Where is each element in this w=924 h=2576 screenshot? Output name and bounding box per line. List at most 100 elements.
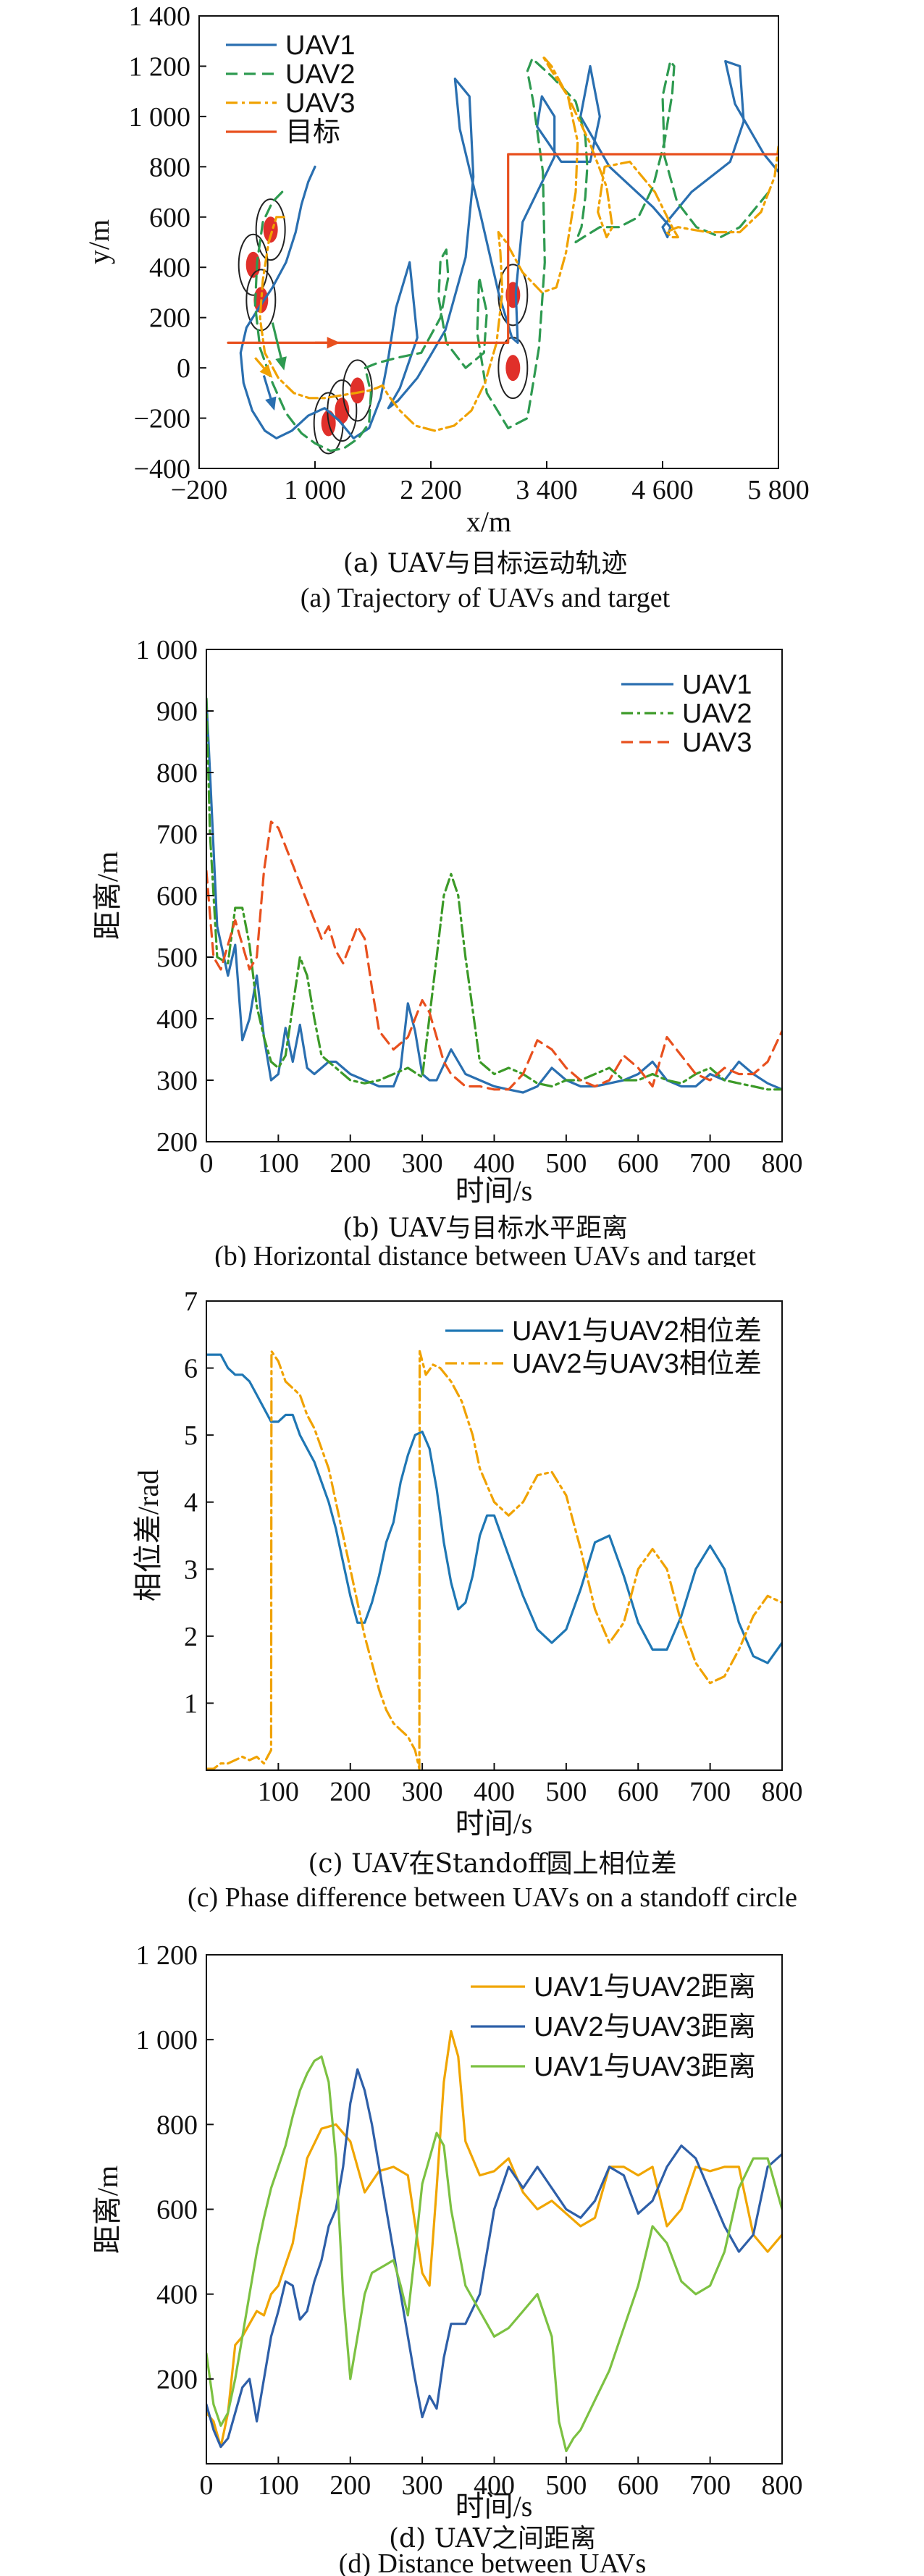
- y-tick-label: 800: [156, 2110, 198, 2140]
- series-line-1: [206, 1353, 782, 1664]
- y-tick-label: 200: [156, 1127, 198, 1158]
- x-tick-label: 300: [402, 1148, 443, 1179]
- y-tick-label: 5: [184, 1420, 198, 1451]
- chart-c-phase-difference: 100 200 300 400 500 600 700 800 1 2 3 4 5 6 7 UAV1与UAV…: [132, 1287, 803, 1913]
- y-tick-label: 500: [156, 943, 198, 973]
- chart-a-marks: [227, 55, 778, 455]
- x-tick-label: 3 400: [516, 475, 578, 505]
- series-line-2: [206, 697, 782, 1091]
- y-tick-label: 1 200: [129, 51, 191, 82]
- y-tick-label: −400: [134, 454, 190, 484]
- y-tick-label: 300: [156, 1066, 198, 1096]
- chart-c-marks: [206, 1350, 782, 1770]
- chart-b-marks: [206, 697, 782, 1094]
- legend-label-1: UAV1与UAV2相位差: [512, 1316, 762, 1347]
- series-line-3: [259, 55, 778, 432]
- x-tick-label: 700: [689, 1148, 731, 1179]
- x-tick-label: 100: [258, 1777, 299, 1807]
- chart-b-distance-to-target: 0 100 200 300 400 500 600 700 800 200 300 400 500 600…: [91, 635, 803, 1267]
- chart-c-xlabel: 时间/s: [455, 1807, 533, 1840]
- y-tick-label: 400: [149, 253, 190, 283]
- y-tick-label: 200: [156, 2365, 198, 2395]
- x-tick-label: 100: [258, 1148, 299, 1179]
- x-tick-label: 0: [200, 1148, 214, 1179]
- direction-arrow-1: [271, 322, 287, 371]
- legend-label-2: UAV2: [285, 59, 355, 90]
- y-tick-label: 7: [184, 1287, 198, 1317]
- series-line-1: [239, 59, 778, 439]
- y-tick-label: 400: [156, 1004, 198, 1035]
- chart-c-caption-zh: (c) UAV在Standoff圆上相位差: [308, 1849, 676, 1879]
- legend-label-1: UAV1与UAV2距离: [534, 1972, 756, 2003]
- chart-a-trajectory: −200 1 000 2 200 3 400 4 600 5 800−400−200020…: [83, 1, 810, 613]
- x-tick-label: 800: [762, 1777, 803, 1807]
- chart-d-xlabel: 时间/s: [455, 2490, 533, 2522]
- chart-a-ylabel: y/m: [83, 219, 115, 264]
- y-tick-label: 2: [184, 1622, 198, 1652]
- chart-b-caption-en: (b) Horizontal distance between UAVs and…: [214, 1241, 756, 1267]
- target-mark-6: [342, 359, 373, 422]
- y-tick-label: 600: [156, 881, 198, 912]
- x-tick-label: 0: [200, 2470, 214, 2501]
- legend-label-4: 目标: [285, 117, 340, 148]
- x-tick-label: 600: [618, 1148, 659, 1179]
- x-tick-label: 600: [618, 2470, 659, 2501]
- x-tick-label: 800: [762, 2470, 803, 2501]
- y-tick-label: 200: [149, 303, 190, 334]
- series-line-3: [206, 2055, 782, 2452]
- series-line-2: [206, 1350, 782, 1770]
- x-tick-label: 200: [329, 1148, 371, 1179]
- y-tick-label: 3: [184, 1554, 198, 1585]
- x-tick-label: 4 600: [631, 475, 694, 505]
- legend-label-3: UAV1与UAV3距离: [534, 2052, 756, 2082]
- legend-label-2: UAV2: [682, 699, 752, 729]
- legend-label-1: UAV1: [285, 30, 355, 61]
- legend-label-2: UAV2与UAV3距离: [534, 2012, 756, 2042]
- x-tick-label: 200: [329, 2470, 371, 2501]
- y-tick-label: 0: [177, 353, 190, 384]
- series-line-3: [206, 820, 782, 1091]
- x-tick-label: 2 200: [400, 475, 462, 505]
- chart-c-caption-en: (c) Phase difference between UAVs on a s…: [188, 1882, 797, 1913]
- x-tick-label: 300: [402, 1777, 443, 1807]
- chart-b-ticks: 0 100 200 300 400 500 600 700 800 200 300 400 500 600…: [136, 635, 803, 1179]
- chart-d-distance-between-uavs: 0 100 200 300 400 500 600 700 800 200 400 600 800 1 0…: [91, 1940, 803, 2576]
- chart-d-legend: UAV1与UAV2距离 UAV2与UAV3距离 UAV1与UAV3距离: [471, 1972, 756, 2082]
- y-tick-label: 400: [156, 2280, 198, 2310]
- chart-a-ticks: −200 1 000 2 200 3 400 4 600 5 800−400−200020…: [129, 1, 810, 505]
- legend-label-2: UAV2与UAV3相位差: [512, 1349, 762, 1379]
- direction-arrow-4: [315, 337, 340, 349]
- series-line-1: [206, 697, 782, 1094]
- x-tick-label: 1 000: [284, 475, 346, 505]
- x-tick-label: 400: [474, 1777, 515, 1807]
- y-tick-label: −200: [134, 404, 190, 434]
- y-tick-label: 900: [156, 696, 198, 727]
- series-line-2: [253, 57, 770, 453]
- chart-c-ylabel: 相位差/rad: [132, 1470, 164, 1601]
- x-tick-label: 700: [689, 2470, 731, 2501]
- x-tick-label: 700: [689, 1777, 731, 1807]
- series-line-1: [206, 2029, 782, 2449]
- chart-c-ticks: 100 200 300 400 500 600 700 800 1 2 3 4 5 6 7: [184, 1287, 803, 1807]
- y-tick-label: 1 000: [136, 635, 198, 665]
- y-tick-label: 700: [156, 820, 198, 850]
- target-mark-8: [497, 337, 529, 400]
- x-tick-label: 5 800: [747, 475, 810, 505]
- chart-a-xlabel: x/m: [466, 505, 511, 538]
- chart-b-xlabel: 时间/s: [455, 1174, 533, 1207]
- chart-d-caption-zh: (d) UAV之间距离: [389, 2524, 596, 2554]
- y-tick-label: 4: [184, 1488, 198, 1518]
- x-tick-label: 500: [545, 2470, 587, 2501]
- y-tick-label: 600: [149, 203, 190, 233]
- chart-b-caption-zh: (b) UAV与目标水平距离: [343, 1213, 628, 1243]
- legend-label-1: UAV1: [682, 670, 752, 700]
- legend-label-3: UAV3: [682, 728, 752, 758]
- series-line-2: [206, 2068, 782, 2449]
- chart-b-ylabel: 距离/m: [91, 851, 124, 940]
- y-tick-label: 800: [156, 758, 198, 788]
- plot-frame: [198, 15, 779, 469]
- chart-d-ticks: 0 100 200 300 400 500 600 700 800 200 400 600 800 1 0…: [136, 1940, 803, 2501]
